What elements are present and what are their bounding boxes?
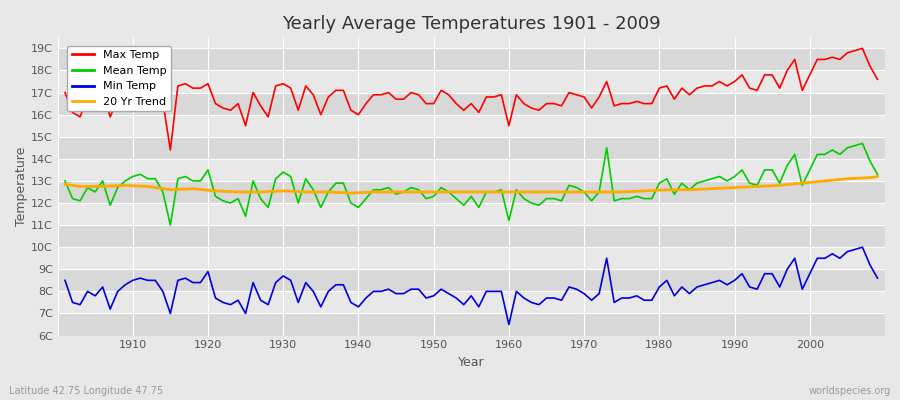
- Bar: [58, 48, 885, 70]
- Bar: [58, 137, 885, 159]
- Bar: [58, 181, 885, 203]
- Title: Yearly Average Temperatures 1901 - 2009: Yearly Average Temperatures 1901 - 2009: [282, 15, 661, 33]
- Bar: [58, 115, 885, 137]
- Bar: [58, 92, 885, 115]
- Bar: [58, 247, 885, 269]
- Text: Latitude 42.75 Longitude 47.75: Latitude 42.75 Longitude 47.75: [9, 386, 163, 396]
- Bar: [58, 314, 885, 336]
- X-axis label: Year: Year: [458, 356, 484, 369]
- Bar: [58, 159, 885, 181]
- Legend: Max Temp, Mean Temp, Min Temp, 20 Yr Trend: Max Temp, Mean Temp, Min Temp, 20 Yr Tre…: [68, 46, 171, 112]
- Bar: [58, 203, 885, 225]
- Bar: [58, 225, 885, 247]
- Bar: [58, 70, 885, 92]
- Y-axis label: Temperature: Temperature: [15, 147, 28, 226]
- Bar: [58, 291, 885, 314]
- Bar: [58, 269, 885, 291]
- Text: worldspecies.org: worldspecies.org: [809, 386, 891, 396]
